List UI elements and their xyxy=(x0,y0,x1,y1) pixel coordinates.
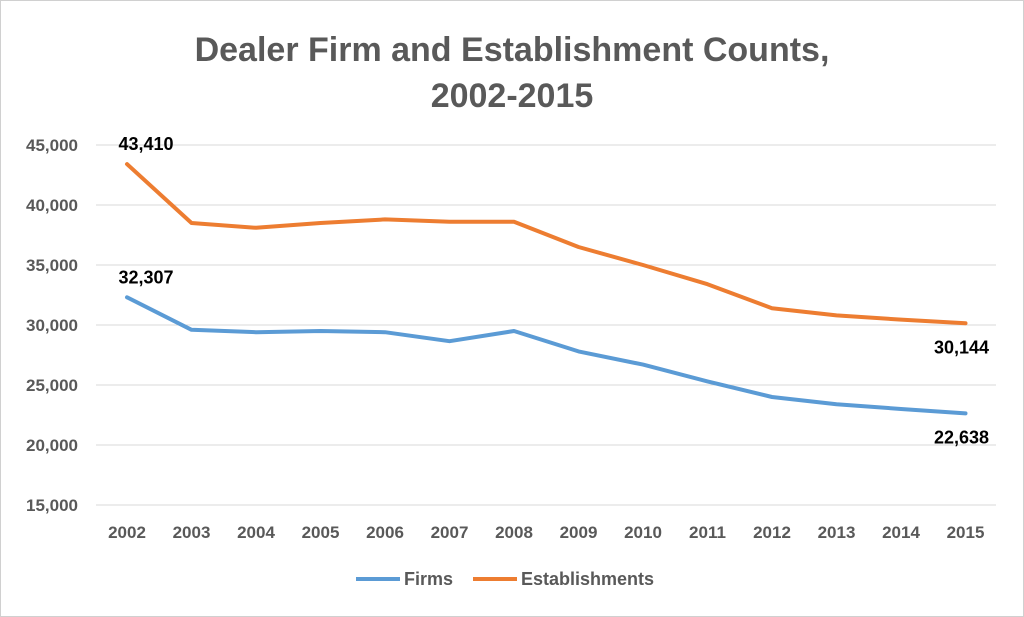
x-tick-label: 2005 xyxy=(302,523,340,542)
series-lines xyxy=(125,162,968,416)
x-tick-label: 2008 xyxy=(495,523,533,542)
x-tick-label: 2013 xyxy=(818,523,856,542)
x-tick-label: 2004 xyxy=(237,523,275,542)
series-line-firms xyxy=(125,295,968,416)
gridlines xyxy=(96,144,996,506)
x-tick-label: 2009 xyxy=(560,523,598,542)
x-tick-label: 2002 xyxy=(108,523,146,542)
x-tick-label: 2010 xyxy=(624,523,662,542)
y-tick-label: 20,000 xyxy=(26,436,78,455)
data-labels: 32,307 22,638 43,410 30,144 xyxy=(118,134,989,447)
x-tick-label: 2012 xyxy=(753,523,791,542)
chart-title-line-2: 2002-2015 xyxy=(431,77,594,115)
x-tick-label: 2007 xyxy=(431,523,469,542)
x-tick-label: 2014 xyxy=(882,523,920,542)
x-axis-ticks: 2002 2003 2004 2005 2006 2007 2008 2009 2010 2011… xyxy=(108,523,984,542)
y-tick-label: 45,000 xyxy=(26,136,78,155)
x-tick-label: 2006 xyxy=(366,523,404,542)
x-tick-label: 2003 xyxy=(173,523,211,542)
y-tick-label: 35,000 xyxy=(26,256,78,275)
data-label: 22,638 xyxy=(934,427,989,447)
y-tick-label: 40,000 xyxy=(26,196,78,215)
legend-label-firms: Firms xyxy=(404,569,453,589)
x-tick-label: 2011 xyxy=(689,523,726,542)
chart-title-line-1: Dealer Firm and Establishment Counts, xyxy=(195,31,830,69)
y-tick-label: 15,000 xyxy=(26,496,78,515)
x-tick-label: 2015 xyxy=(947,523,985,542)
y-axis-ticks: 15,000 20,000 25,000 30,000 35,000 40,000 45,0… xyxy=(26,136,78,515)
data-label: 43,410 xyxy=(118,134,173,154)
data-label: 30,144 xyxy=(934,337,989,357)
legend-label-establishments: Establishments xyxy=(521,569,654,589)
legend: Firms Establishments xyxy=(356,569,654,589)
y-tick-label: 30,000 xyxy=(26,316,78,335)
y-tick-label: 25,000 xyxy=(26,376,78,395)
series-line-establishments xyxy=(125,162,968,326)
data-label: 32,307 xyxy=(118,267,173,287)
